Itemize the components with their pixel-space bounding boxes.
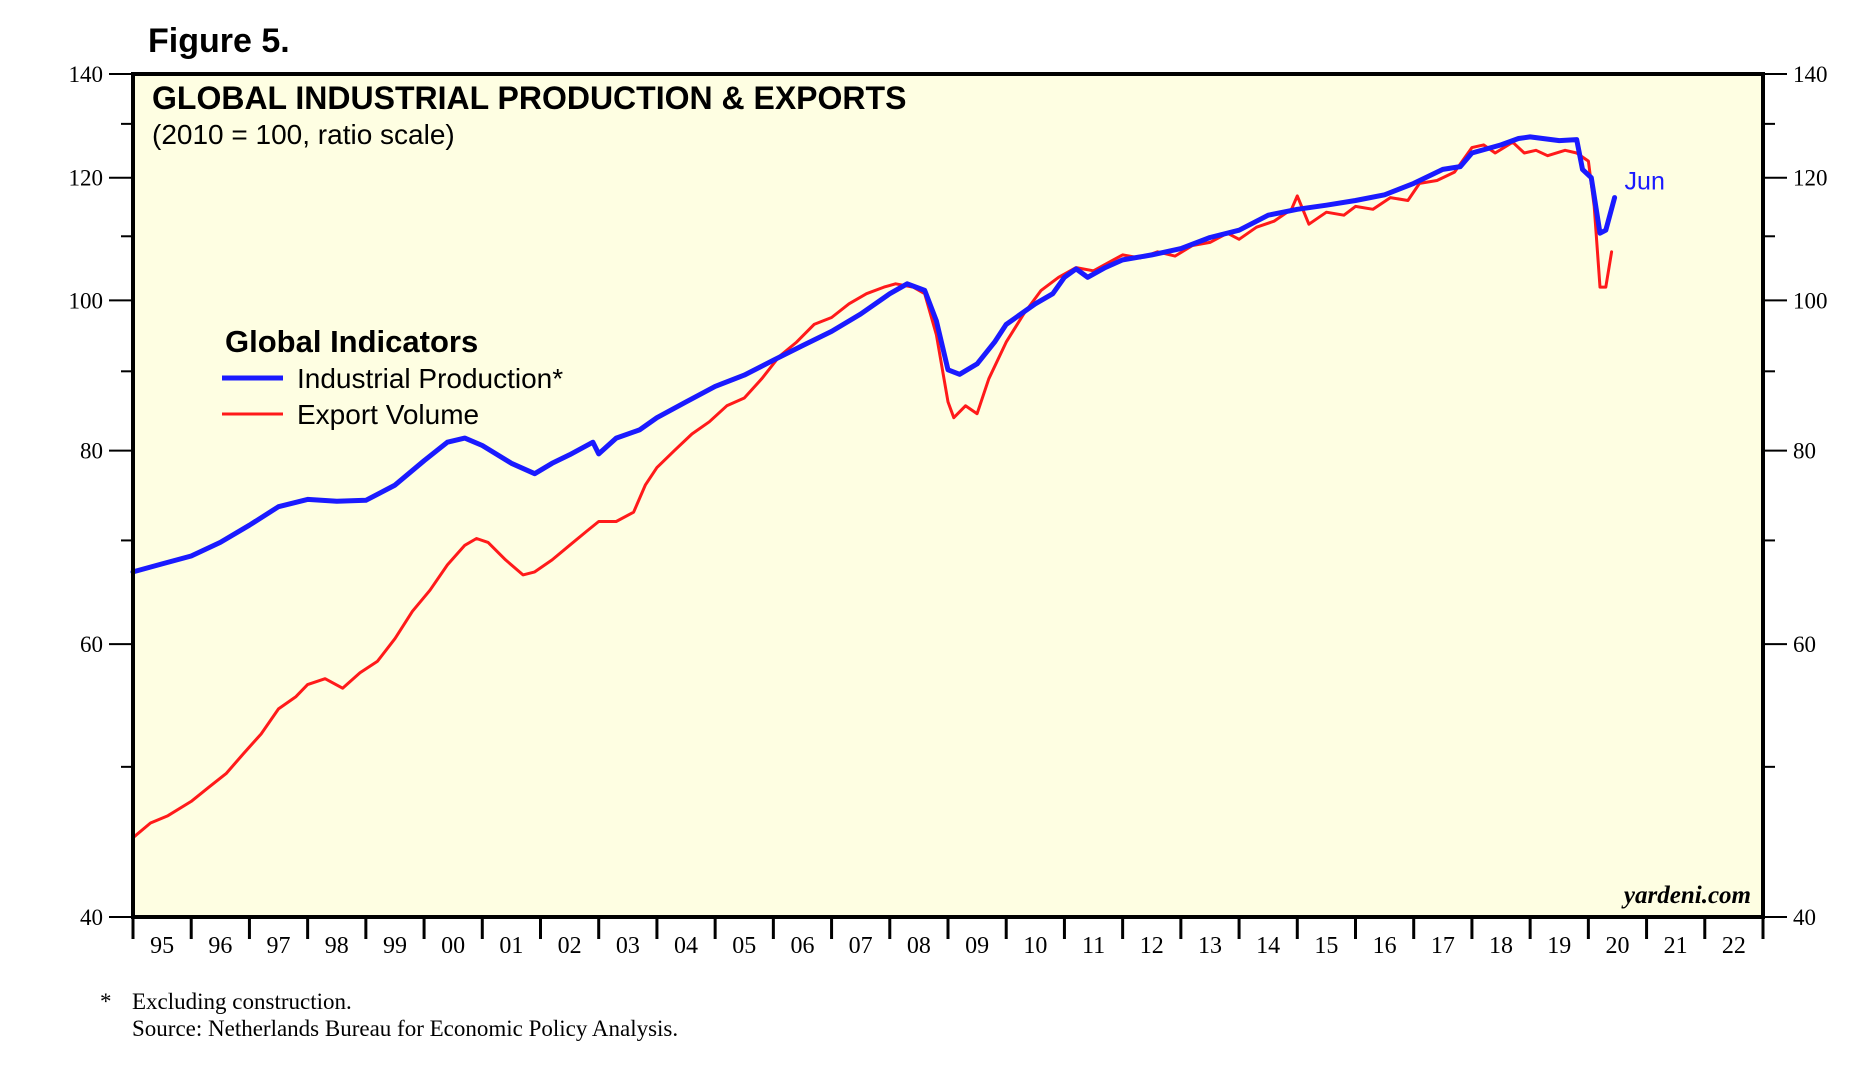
x-tick-label: 99 bbox=[383, 933, 407, 959]
x-tick-label: 18 bbox=[1489, 933, 1513, 959]
footnote-marker: * bbox=[100, 989, 112, 1014]
left-tick-label: 60 bbox=[80, 632, 103, 657]
footnote-note: Excluding construction. bbox=[132, 989, 352, 1014]
right-tick-label: 80 bbox=[1793, 439, 1816, 464]
right-tick-label: 120 bbox=[1793, 166, 1828, 191]
series-layer bbox=[130, 134, 1618, 840]
industrial-production-line bbox=[130, 134, 1618, 575]
legend-label-industrial-production: Industrial Production* bbox=[297, 363, 563, 394]
right-tick-label: 60 bbox=[1793, 632, 1816, 657]
x-tick-label: 11 bbox=[1082, 933, 1105, 959]
x-tick-label: 10 bbox=[1023, 933, 1047, 959]
right-y-axis: 40 60 80 100 120 140 bbox=[1763, 62, 1828, 930]
x-tick-label: 98 bbox=[325, 933, 349, 959]
series-end-label: Jun bbox=[1625, 168, 1665, 196]
x-tick-label: 08 bbox=[907, 933, 931, 959]
legend-label-export-volume: Export Volume bbox=[297, 399, 479, 430]
plot-area bbox=[133, 74, 1763, 917]
export-volume-line bbox=[131, 140, 1614, 840]
x-tick-label: 04 bbox=[674, 933, 698, 959]
x-axis: 95 96 97 98 99 00 01 02 03 04 05 06 07 08 09 10 11 12 13 14… bbox=[131, 917, 1765, 959]
x-tick-label: 02 bbox=[558, 933, 582, 959]
legend: Global Indicators Industrial Production*… bbox=[222, 324, 563, 430]
x-tick-label: 01 bbox=[499, 933, 523, 959]
plot-frame bbox=[131, 72, 1765, 919]
x-tick-label: 16 bbox=[1373, 933, 1397, 959]
x-tick-label: 00 bbox=[441, 933, 465, 959]
x-tick-label: 19 bbox=[1547, 933, 1571, 959]
x-tick-label: 12 bbox=[1140, 933, 1164, 959]
x-tick-label: 03 bbox=[616, 933, 640, 959]
x-tick-label: 05 bbox=[732, 933, 756, 959]
x-tick-label: 15 bbox=[1314, 933, 1338, 959]
right-tick-label: 140 bbox=[1793, 62, 1828, 87]
x-tick-label: 96 bbox=[208, 933, 232, 959]
left-y-axis: 40 60 80 100 120 140 bbox=[69, 62, 133, 930]
figure-label: Figure 5. bbox=[148, 22, 290, 60]
left-tick-label: 100 bbox=[69, 288, 104, 313]
x-tick-label: 06 bbox=[790, 933, 814, 959]
x-tick-label: 95 bbox=[150, 933, 174, 959]
x-tick-label: 17 bbox=[1431, 933, 1455, 959]
x-tick-label: 09 bbox=[965, 933, 989, 959]
right-tick-label: 100 bbox=[1793, 288, 1828, 313]
brand-watermark: yardeni.com bbox=[1621, 882, 1751, 909]
left-tick-label: 140 bbox=[69, 62, 104, 87]
x-tick-label: 97 bbox=[267, 933, 291, 959]
chart-subtitle: (2010 = 100, ratio scale) bbox=[152, 119, 455, 150]
footnote-source: Source: Netherlands Bureau for Economic … bbox=[132, 1016, 679, 1041]
legend-title: Global Indicators bbox=[225, 324, 478, 359]
left-tick-label: 120 bbox=[69, 166, 104, 191]
x-tick-label: 07 bbox=[849, 933, 873, 959]
x-tick-label: 14 bbox=[1256, 933, 1280, 959]
x-tick-label: 20 bbox=[1605, 933, 1629, 959]
chart-title: GLOBAL INDUSTRIAL PRODUCTION & EXPORTS bbox=[152, 80, 906, 116]
footnotes: * Excluding construction. Source: Netherl… bbox=[100, 988, 678, 1042]
left-tick-label: 40 bbox=[80, 905, 103, 930]
x-tick-label: 22 bbox=[1722, 933, 1746, 959]
x-tick-label: 21 bbox=[1664, 933, 1688, 959]
right-tick-label: 40 bbox=[1793, 905, 1816, 930]
left-tick-label: 80 bbox=[80, 439, 103, 464]
x-tick-label: 13 bbox=[1198, 933, 1222, 959]
